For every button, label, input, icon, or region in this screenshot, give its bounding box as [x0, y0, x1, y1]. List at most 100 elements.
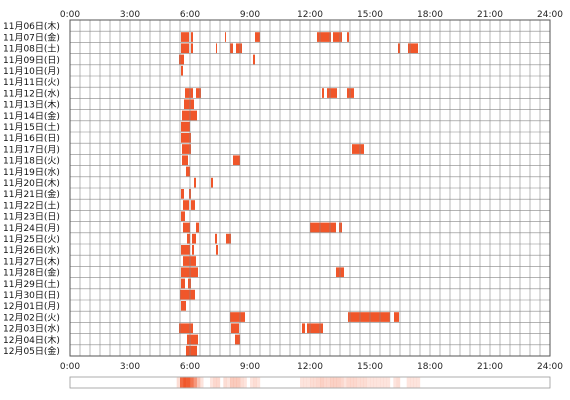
- row-label: 11月27日(木): [3, 255, 60, 267]
- density-cell: [406, 377, 411, 388]
- activity-bar: [226, 233, 231, 244]
- density-cell: [340, 377, 344, 388]
- activity-bar: [327, 88, 337, 98]
- activity-bar: [194, 177, 196, 188]
- activity-bar: [186, 345, 197, 356]
- density-cell: [330, 377, 334, 388]
- density-cell: [343, 377, 347, 388]
- density-cell: [236, 377, 241, 388]
- row-label: 11月16日(日): [3, 133, 60, 144]
- density-cell: [230, 377, 234, 388]
- activity-bar: [181, 301, 186, 311]
- density-cell: [226, 377, 231, 388]
- activity-bar: [181, 211, 185, 222]
- row-label: 12月04日(木): [3, 334, 60, 346]
- density-cell: [200, 377, 204, 388]
- activity-bar: [192, 245, 194, 255]
- activity-bar: [230, 43, 233, 54]
- density-cell: [360, 377, 364, 388]
- activity-bar: [253, 54, 255, 65]
- activity-bar: [182, 144, 191, 154]
- x-tick-label-top: 3:00: [120, 10, 140, 20]
- x-tick-label-top: 0:00: [60, 10, 80, 20]
- row-label: 11月18日(火): [3, 156, 60, 167]
- activity-bar: [310, 222, 336, 233]
- density-cell: [386, 377, 391, 388]
- x-tick-label-bottom: 15:00: [357, 362, 383, 372]
- activity-bar: [181, 43, 189, 54]
- plot-border: [69, 19, 551, 357]
- activity-bar: [181, 278, 185, 289]
- activity-bar: [233, 155, 240, 166]
- row-label: 11月11日(火): [3, 77, 60, 88]
- activity-bar: [191, 200, 195, 210]
- density-cell: [190, 377, 194, 388]
- activity-bar: [398, 43, 400, 54]
- x-tick-label-top: 9:00: [240, 10, 260, 20]
- density-cell: [373, 377, 377, 388]
- density-cell: [256, 377, 261, 388]
- activity-bar: [180, 289, 195, 300]
- activity-bar: [408, 43, 418, 54]
- row-label: 11月10日(月): [3, 66, 60, 77]
- x-tick-label-top: 12:00: [297, 10, 323, 20]
- activity-bar: [211, 177, 213, 188]
- x-tick-label-top: 21:00: [477, 10, 503, 20]
- density-cell: [370, 377, 374, 388]
- activity-bar: [225, 32, 226, 42]
- row-label: 12月02日(火): [3, 312, 60, 323]
- activity-bar: [181, 267, 198, 278]
- activity-bar: [179, 54, 184, 65]
- activity-bar: [181, 121, 190, 132]
- activity-bar: [181, 245, 190, 255]
- density-cell: [310, 377, 314, 388]
- activity-bar: [185, 88, 193, 98]
- x-tick-label-top: 18:00: [417, 10, 443, 20]
- density-cell: [356, 377, 361, 388]
- activity-bar: [236, 43, 242, 54]
- activity-bar: [215, 233, 217, 244]
- x-tick-label-top: 15:00: [357, 10, 383, 20]
- density-cell: [186, 377, 191, 388]
- activity-bar: [231, 323, 239, 334]
- row-label: 11月29日(土): [3, 278, 60, 290]
- density-cell: [323, 377, 327, 388]
- activity-bar: [183, 200, 189, 210]
- row-label: 11月25日(火): [3, 234, 60, 245]
- row-label: 11月09日(日): [3, 55, 60, 66]
- density-cell: [413, 377, 417, 388]
- density-cell: [193, 377, 197, 388]
- row-label: 12月05日(金): [3, 345, 60, 357]
- row-label: 11月08日(土): [3, 43, 60, 55]
- activity-bar: [196, 88, 201, 98]
- density-cell: [383, 377, 387, 388]
- activity-bar: [216, 43, 217, 54]
- activity-bar: [317, 32, 331, 42]
- density-cell: [253, 377, 257, 388]
- x-tick-label-bottom: 12:00: [297, 362, 323, 372]
- density-cell: [306, 377, 311, 388]
- x-tick-label-bottom: 0:00: [60, 362, 80, 372]
- density-cell: [416, 377, 421, 388]
- row-label: 11月14日(金): [3, 110, 60, 122]
- density-cell: [216, 377, 221, 388]
- activity-bar: [191, 43, 193, 54]
- density-cell: [320, 377, 324, 388]
- activity-bar: [347, 88, 354, 98]
- row-label: 11月19日(水): [3, 166, 60, 178]
- density-cell: [346, 377, 351, 388]
- x-tick-label-top: 24:00: [537, 10, 563, 20]
- x-tick-label-bottom: 3:00: [120, 362, 140, 372]
- density-cell: [250, 377, 254, 388]
- density-cell: [326, 377, 331, 388]
- density-cell: [223, 377, 227, 388]
- activity-bar: [333, 32, 342, 42]
- activity-bar: [307, 323, 323, 334]
- activity-bar: [322, 88, 324, 98]
- activity-bar: [186, 166, 190, 177]
- activity-bar: [187, 334, 198, 345]
- density-strip: [69, 376, 551, 389]
- activity-bar: [302, 323, 305, 334]
- activity-bar: [179, 323, 193, 334]
